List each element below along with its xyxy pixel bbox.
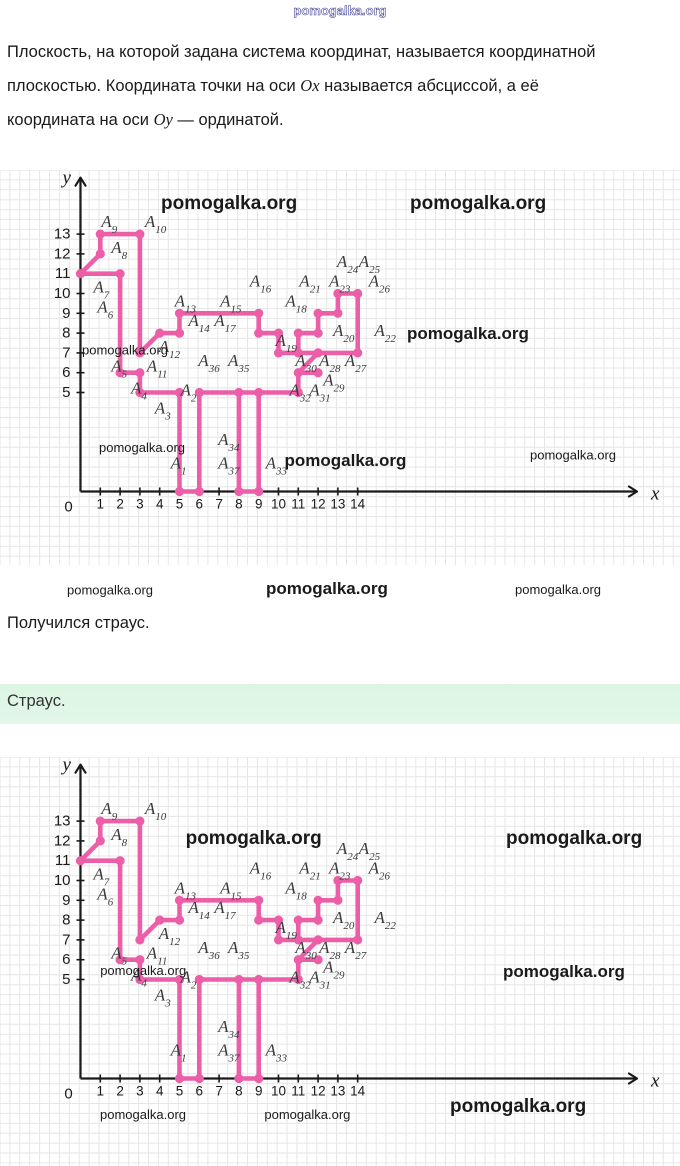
svg-text:8: 8 [235,1084,243,1099]
svg-text:A18: A18 [284,291,307,315]
svg-text:pomogalka.org: pomogalka.org [450,1096,586,1117]
svg-text:1: 1 [97,1084,105,1099]
svg-text:0: 0 [64,499,72,516]
svg-text:A35: A35 [227,938,250,962]
svg-text:A18: A18 [284,878,307,902]
svg-text:pomogalka.org: pomogalka.org [100,963,186,978]
svg-text:A22: A22 [374,908,397,932]
svg-text:A20: A20 [332,321,355,345]
svg-text:14: 14 [350,1084,366,1099]
svg-text:6: 6 [62,364,70,381]
svg-text:x: x [650,1071,660,1092]
svg-text:A34: A34 [217,1017,240,1041]
svg-text:pomogalka.org: pomogalka.org [100,1107,186,1122]
svg-text:9: 9 [255,1084,263,1099]
svg-text:14: 14 [350,497,366,512]
svg-text:A12: A12 [158,924,181,948]
svg-text:pomogalka.org: pomogalka.org [530,448,616,463]
svg-text:A10: A10 [144,799,167,823]
svg-text:y: y [61,757,72,776]
svg-text:pomogalka.org: pomogalka.org [99,440,185,455]
svg-text:10: 10 [54,285,71,302]
svg-text:5: 5 [62,971,70,988]
svg-text:4: 4 [156,497,164,512]
svg-text:pomogalka.org: pomogalka.org [186,828,322,849]
svg-text:13: 13 [330,1084,345,1099]
svg-text:7: 7 [62,931,70,948]
svg-text:6: 6 [62,951,70,968]
svg-text:8: 8 [62,325,70,342]
svg-text:7: 7 [215,1084,223,1099]
svg-text:7: 7 [62,344,70,361]
svg-text:13: 13 [54,813,71,830]
svg-text:6: 6 [196,1084,204,1099]
svg-text:11: 11 [55,852,71,869]
svg-text:2: 2 [116,497,124,512]
svg-text:pomogalka.org: pomogalka.org [506,828,642,849]
svg-text:11: 11 [55,265,71,282]
svg-text:5: 5 [176,497,184,512]
svg-text:A36: A36 [197,351,220,375]
svg-text:10: 10 [271,497,286,512]
svg-text:pomogalka.org: pomogalka.org [82,343,168,358]
svg-text:2: 2 [116,1084,124,1099]
svg-text:3: 3 [136,1084,144,1099]
svg-text:pomogalka.org: pomogalka.org [67,582,153,597]
svg-text:9: 9 [62,305,70,322]
svg-text:10: 10 [271,1084,286,1099]
svg-text:A16: A16 [249,859,272,883]
svg-text:12: 12 [311,1084,326,1099]
svg-text:pomogalka.org: pomogalka.org [161,193,297,214]
svg-text:pomogalka.org: pomogalka.org [285,451,407,470]
svg-text:A16: A16 [249,272,272,296]
svg-text:10: 10 [54,872,71,889]
svg-text:A21: A21 [298,859,320,883]
svg-text:A22: A22 [374,321,397,345]
svg-text:5: 5 [62,384,70,401]
svg-text:12: 12 [54,245,71,262]
svg-text:8: 8 [62,912,70,929]
svg-text:A10: A10 [144,212,167,236]
svg-text:9: 9 [255,497,263,512]
svg-text:pomogalka.org: pomogalka.org [503,962,625,981]
svg-text:8: 8 [235,497,243,512]
svg-text:6: 6 [196,497,204,512]
svg-text:y: y [61,170,72,189]
svg-text:x: x [650,484,660,505]
svg-text:12: 12 [54,832,71,849]
svg-text:A11: A11 [146,357,168,381]
svg-text:3: 3 [136,497,144,512]
svg-text:0: 0 [64,1086,72,1103]
svg-text:A35: A35 [227,351,250,375]
svg-text:A20: A20 [332,908,355,932]
svg-text:pomogalka.org: pomogalka.org [410,193,546,214]
svg-text:A21: A21 [298,272,320,296]
svg-text:pomogalka.org: pomogalka.org [266,579,388,598]
svg-text:9: 9 [62,892,70,909]
svg-text:pomogalka.org: pomogalka.org [407,324,529,343]
svg-text:1: 1 [97,497,105,512]
svg-text:A36: A36 [197,938,220,962]
svg-text:5: 5 [176,1084,184,1099]
svg-text:pomogalka.org: pomogalka.org [264,1107,350,1122]
svg-text:7: 7 [215,497,223,512]
svg-text:4: 4 [156,1084,164,1099]
svg-text:pomogalka.org: pomogalka.org [515,582,601,597]
svg-text:A34: A34 [217,430,240,454]
svg-text:12: 12 [311,497,326,512]
svg-text:11: 11 [291,497,305,512]
svg-text:13: 13 [330,497,345,512]
svg-text:11: 11 [291,1084,305,1099]
svg-text:13: 13 [54,226,71,243]
